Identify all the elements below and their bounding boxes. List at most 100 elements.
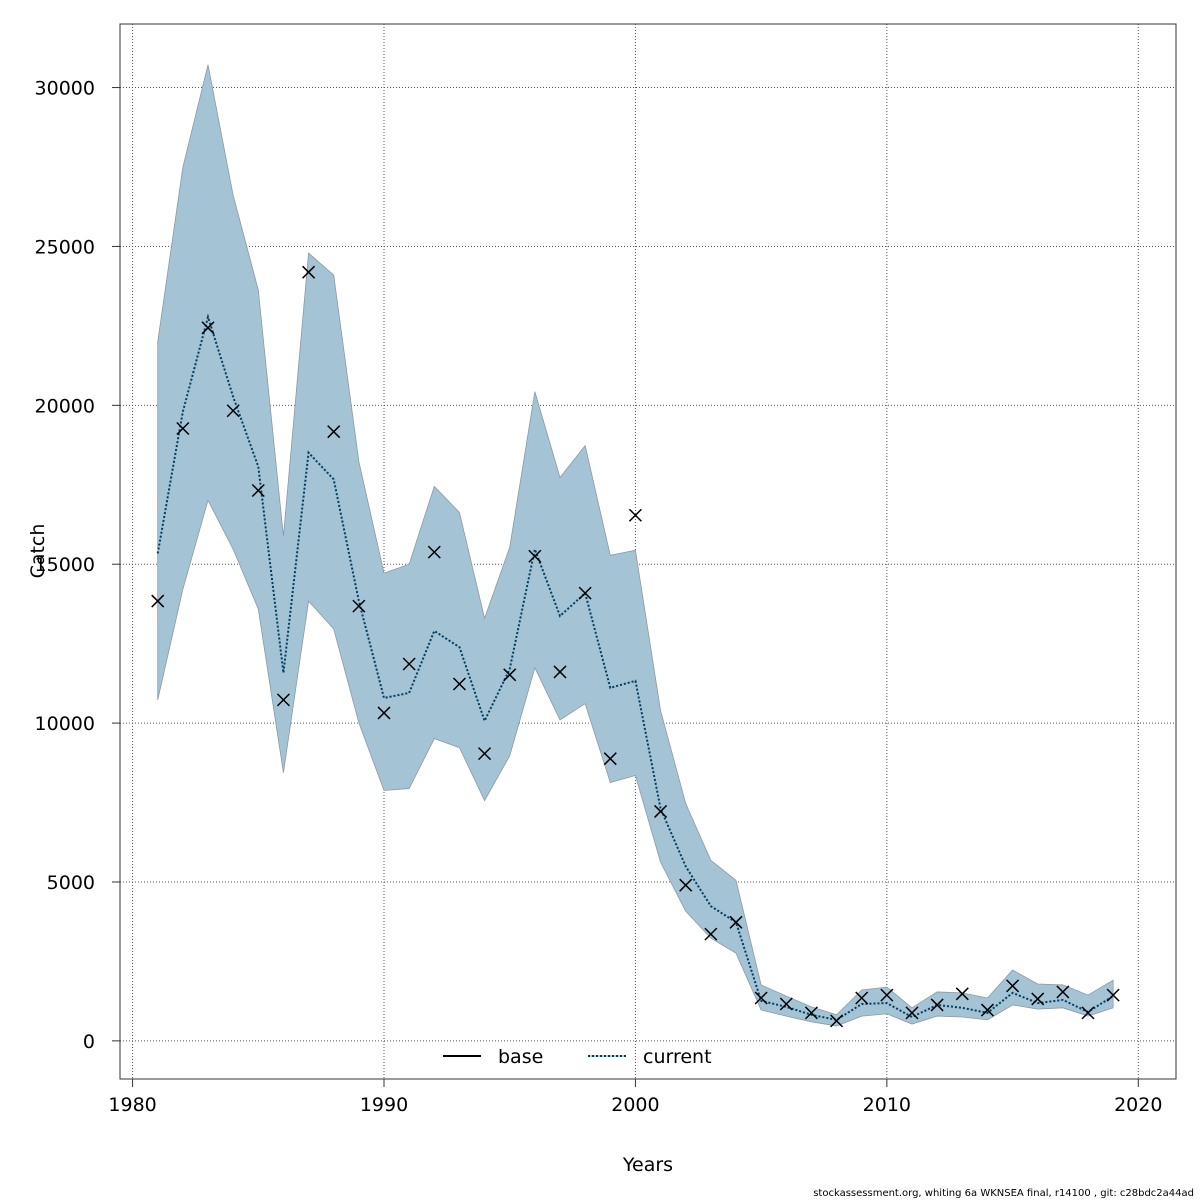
- observed-point-stroke: [327, 425, 341, 439]
- observed-point: [754, 991, 768, 1005]
- y-tick-label: 15000: [35, 554, 95, 576]
- observed-point-stroke: [1081, 1006, 1095, 1020]
- x-tick-label: 1980: [108, 1094, 156, 1116]
- observed-point: [855, 991, 869, 1005]
- observed-point: [377, 706, 391, 720]
- observed-point: [276, 693, 290, 707]
- legend-current-label: current: [643, 1046, 712, 1068]
- observed-point: [478, 747, 492, 761]
- observed-point: [905, 1006, 919, 1020]
- observed-point-stroke: [804, 1006, 818, 1020]
- observed-point-stroke: [779, 997, 793, 1011]
- observed-point: [1006, 979, 1020, 993]
- observed-point: [151, 594, 165, 608]
- observed-point: [201, 321, 215, 335]
- observed-point-stroke: [603, 752, 617, 766]
- observed-point: [226, 404, 240, 418]
- observed-point-stroke: [729, 915, 743, 929]
- observed-point: [427, 545, 441, 559]
- observed-point-stroke: [704, 927, 718, 941]
- observed-point-stroke: [628, 508, 642, 522]
- current-line: [156, 313, 1114, 1021]
- observed-point-stroke: [251, 483, 265, 498]
- observed-point-stroke: [905, 1006, 919, 1020]
- observed-point-stroke: [830, 1014, 844, 1028]
- observed-point: [503, 668, 517, 682]
- observed-point-stroke: [226, 404, 240, 418]
- observed-point: [980, 1003, 994, 1017]
- observed-points: [151, 265, 1120, 1028]
- observed-point: [628, 508, 642, 522]
- observed-point: [654, 804, 668, 818]
- observed-point-stroke: [553, 665, 567, 679]
- y-axis: 0 5000 10000 15000 20000 25000 30000: [35, 78, 120, 1053]
- y-axis-label: Catch: [27, 524, 49, 579]
- plot-frame: [119, 23, 1177, 1080]
- x-axis: 1980 1990 2000 2010 2020: [108, 1079, 1162, 1116]
- observed-point: [251, 483, 265, 498]
- observed-point-stroke: [151, 594, 165, 608]
- observed-point: [402, 657, 416, 671]
- observed-point: [176, 421, 190, 436]
- observed-point-stroke: [528, 549, 542, 563]
- legend: base current: [443, 1046, 712, 1068]
- observed-point-stroke: [1106, 988, 1120, 1002]
- observed-point-stroke: [201, 321, 215, 335]
- y-tick-label: 10000: [35, 713, 95, 735]
- observed-point: [352, 599, 366, 613]
- observed-point-stroke: [855, 991, 869, 1005]
- observed-point: [603, 752, 617, 766]
- observed-point-stroke: [955, 987, 969, 1001]
- observed-point: [779, 997, 793, 1011]
- y-tick-label: 20000: [35, 395, 95, 417]
- observed-point: [679, 878, 693, 892]
- observed-point-stroke: [377, 706, 391, 720]
- x-tick-label: 2000: [611, 1094, 659, 1116]
- observed-point-stroke: [302, 265, 316, 279]
- observed-point-stroke: [427, 545, 441, 559]
- observed-point: [955, 987, 969, 1001]
- footer-credit: stockassessment.org, whiting 6a WKNSEA f…: [813, 1188, 1194, 1199]
- observed-point-stroke: [478, 747, 492, 761]
- observed-point: [704, 927, 718, 941]
- observed-point-stroke: [1006, 979, 1020, 993]
- observed-point: [553, 665, 567, 679]
- observed-point-stroke: [402, 657, 416, 671]
- y-tick-label: 25000: [35, 236, 95, 258]
- x-axis-label: Years: [622, 1154, 673, 1176]
- confidence-band: [157, 64, 1114, 1027]
- observed-point-stroke: [1056, 985, 1070, 999]
- observed-point: [578, 586, 592, 600]
- x-tick-label: 2010: [863, 1094, 911, 1116]
- observed-point-stroke: [176, 421, 190, 436]
- observed-point: [528, 549, 542, 563]
- observed-point-stroke: [276, 693, 290, 707]
- observed-point-stroke: [679, 878, 693, 892]
- legend-base-label: base: [498, 1046, 543, 1068]
- observed-point: [1081, 1006, 1095, 1020]
- x-tick-label: 2020: [1114, 1094, 1162, 1116]
- observed-point-stroke: [452, 677, 466, 691]
- observed-point: [830, 1014, 844, 1028]
- observed-point: [930, 998, 944, 1012]
- observed-point-stroke: [880, 988, 894, 1002]
- observed-point: [302, 265, 316, 279]
- y-tick-label: 0: [83, 1031, 95, 1053]
- observed-point: [880, 988, 894, 1002]
- observed-point-stroke: [1031, 992, 1045, 1006]
- observed-point: [327, 425, 341, 439]
- x-tick-label: 1990: [360, 1094, 408, 1116]
- observed-point-stroke: [754, 991, 768, 1005]
- observed-point-stroke: [352, 599, 366, 613]
- y-tick-label: 5000: [47, 872, 95, 894]
- observed-point: [1106, 988, 1120, 1002]
- observed-point-stroke: [654, 804, 668, 818]
- observed-point: [452, 677, 466, 691]
- observed-point-stroke: [980, 1003, 994, 1017]
- observed-point: [804, 1006, 818, 1020]
- observed-point-stroke: [503, 668, 517, 682]
- observed-point: [1056, 985, 1070, 999]
- y-tick-label: 30000: [35, 78, 95, 100]
- observed-point-stroke: [930, 998, 944, 1012]
